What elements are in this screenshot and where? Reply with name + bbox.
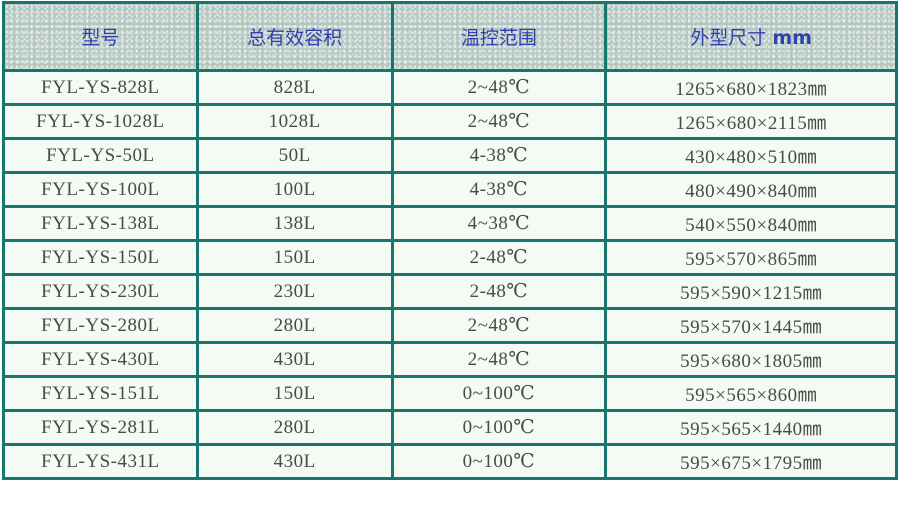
cell-volume: 150L [195, 239, 394, 276]
table-row: FYL-YS-430L 430L 2~48℃ 595×680×1805㎜ [2, 341, 898, 378]
cell-model: FYL-YS-100L [2, 171, 199, 208]
header-dimensions-unit: mm [772, 27, 812, 49]
cell-model: FYL-YS-430L [2, 341, 199, 378]
cell-dimensions: 595×680×1805㎜ [604, 341, 898, 378]
cell-temp-range: 4-38℃ [390, 137, 608, 174]
cell-temp-range: 2~48℃ [390, 103, 608, 140]
cell-model: FYL-YS-1028L [2, 103, 199, 140]
cell-volume: 828L [195, 69, 394, 106]
cell-volume: 230L [195, 273, 394, 310]
cell-model: FYL-YS-431L [2, 443, 199, 480]
cell-temp-range: 2-48℃ [390, 273, 608, 310]
header-row: 型号 总有效容积 温控范围 外型尺寸 mm [2, 1, 898, 72]
table-row: FYL-YS-100L 100L 4-38℃ 480×490×840㎜ [2, 171, 898, 208]
cell-volume: 100L [195, 171, 394, 208]
cell-temp-range: 2~48℃ [390, 69, 608, 106]
cell-volume: 138L [195, 205, 394, 242]
cell-volume: 1028L [195, 103, 394, 140]
table-row: FYL-YS-431L 430L 0~100℃ 595×675×1795㎜ [2, 443, 898, 480]
cell-model: FYL-YS-150L [2, 239, 199, 276]
cell-dimensions: 480×490×840㎜ [604, 171, 898, 208]
table-row: FYL-YS-230L 230L 2-48℃ 595×590×1215㎜ [2, 273, 898, 310]
table-row: FYL-YS-828L 828L 2~48℃ 1265×680×1823㎜ [2, 69, 898, 106]
cell-model: FYL-YS-230L [2, 273, 199, 310]
cell-dimensions: 1265×680×1823㎜ [604, 69, 898, 106]
cell-temp-range: 0~100℃ [390, 443, 608, 480]
cell-volume: 280L [195, 307, 394, 344]
header-dimensions: 外型尺寸 mm [604, 1, 898, 72]
cell-model: FYL-YS-280L [2, 307, 199, 344]
cell-dimensions: 1265×680×2115㎜ [604, 103, 898, 140]
cell-model: FYL-YS-138L [2, 205, 199, 242]
cell-dimensions: 595×675×1795㎜ [604, 443, 898, 480]
cell-volume: 280L [195, 409, 394, 446]
cell-model: FYL-YS-281L [2, 409, 199, 446]
cell-dimensions: 540×550×840㎜ [604, 205, 898, 242]
cell-dimensions: 595×570×865㎜ [604, 239, 898, 276]
cell-dimensions: 595×570×1445㎜ [604, 307, 898, 344]
cell-volume: 430L [195, 443, 394, 480]
cell-dimensions: 595×565×1440㎜ [604, 409, 898, 446]
cell-temp-range: 0~100℃ [390, 409, 608, 446]
table-row: FYL-YS-150L 150L 2-48℃ 595×570×865㎜ [2, 239, 898, 276]
table-row: FYL-YS-1028L 1028L 2~48℃ 1265×680×2115㎜ [2, 103, 898, 140]
header-model: 型号 [2, 1, 199, 72]
product-spec-table: 型号 总有效容积 温控范围 外型尺寸 mm FYL-YS-828L 828L 2~4… [2, 1, 898, 480]
cell-model: FYL-YS-50L [2, 137, 199, 174]
cell-model: FYL-YS-151L [2, 375, 199, 412]
cell-temp-range: 2-48℃ [390, 239, 608, 276]
cell-model: FYL-YS-828L [2, 69, 199, 106]
cell-temp-range: 0~100℃ [390, 375, 608, 412]
cell-temp-range: 2~48℃ [390, 307, 608, 344]
header-temp-range: 温控范围 [390, 1, 608, 72]
cell-dimensions: 595×590×1215㎜ [604, 273, 898, 310]
cell-volume: 50L [195, 137, 394, 174]
table-row: FYL-YS-281L 280L 0~100℃ 595×565×1440㎜ [2, 409, 898, 446]
header-volume: 总有效容积 [195, 1, 394, 72]
cell-temp-range: 2~48℃ [390, 341, 608, 378]
header-dimensions-label: 外型尺寸 [690, 27, 767, 49]
table-row: FYL-YS-50L 50L 4-38℃ 430×480×510㎜ [2, 137, 898, 174]
cell-temp-range: 4~38℃ [390, 205, 608, 242]
table-row: FYL-YS-151L 150L 0~100℃ 595×565×860㎜ [2, 375, 898, 412]
cell-temp-range: 4-38℃ [390, 171, 608, 208]
table-row: FYL-YS-280L 280L 2~48℃ 595×570×1445㎜ [2, 307, 898, 344]
table-row: FYL-YS-138L 138L 4~38℃ 540×550×840㎜ [2, 205, 898, 242]
cell-volume: 430L [195, 341, 394, 378]
cell-dimensions: 430×480×510㎜ [604, 137, 898, 174]
cell-volume: 150L [195, 375, 394, 412]
cell-dimensions: 595×565×860㎜ [604, 375, 898, 412]
